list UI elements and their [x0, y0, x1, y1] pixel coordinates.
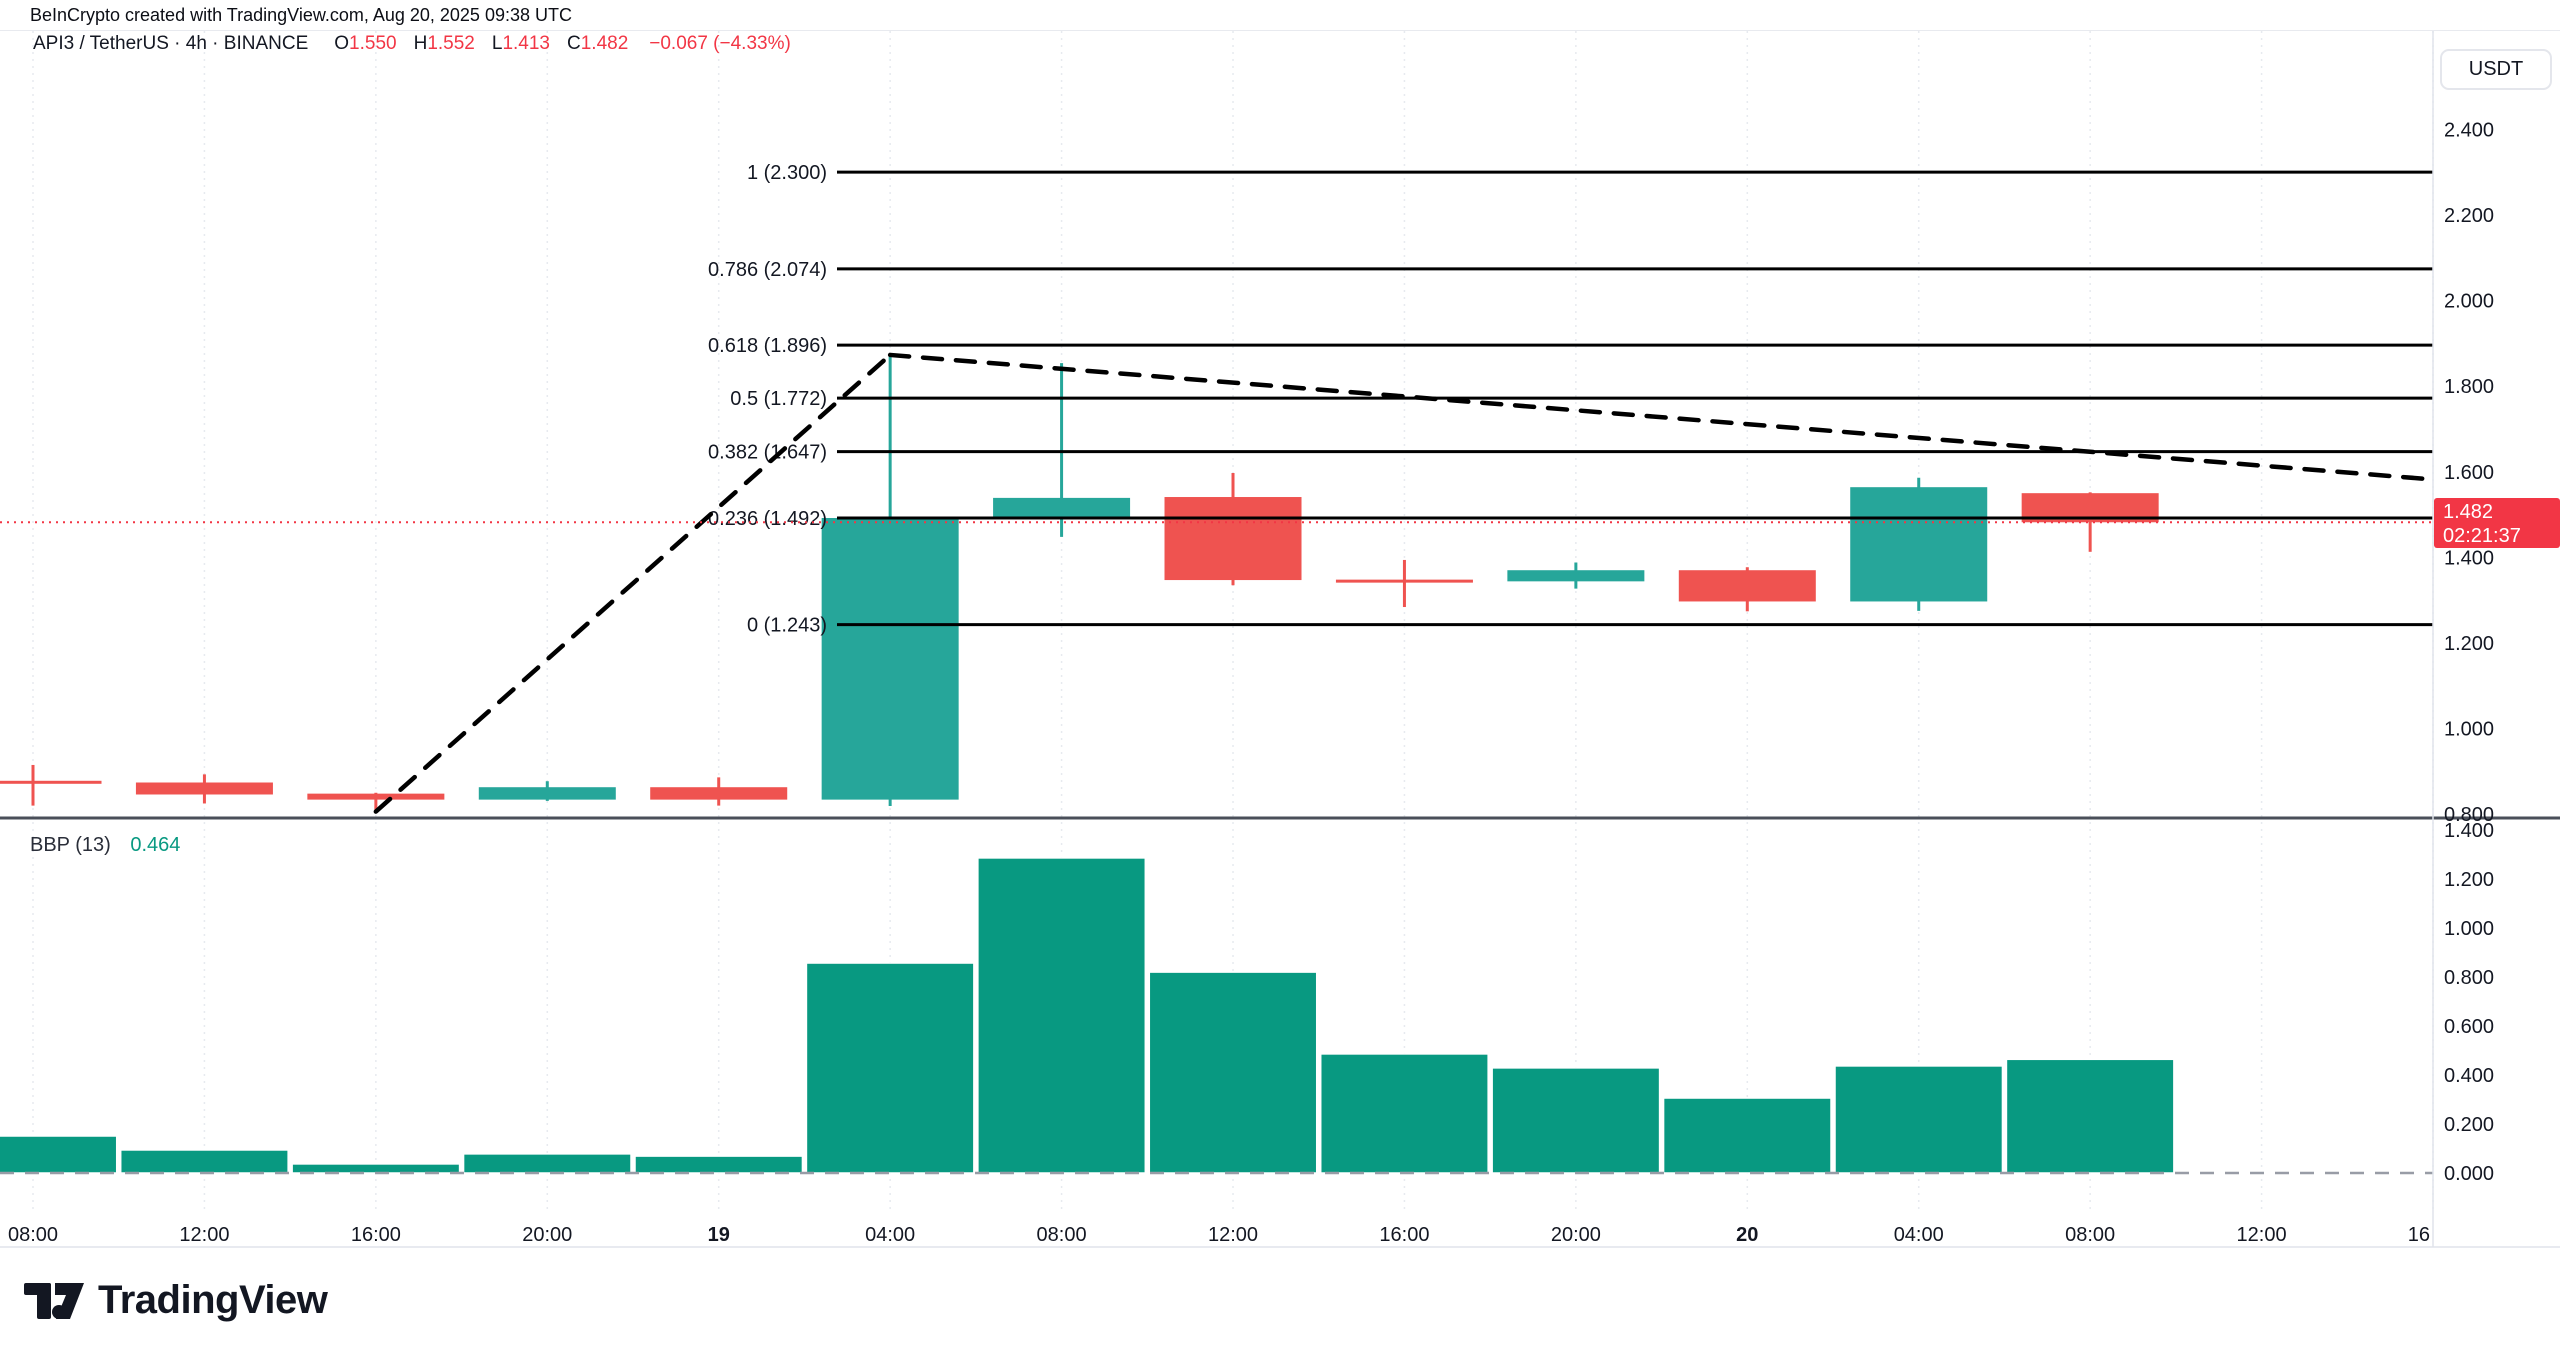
- bbp-axis-label: 1.400: [2444, 820, 2494, 842]
- time-axis-label: 08:00: [1037, 1224, 1087, 1246]
- ohlc-close: C1.482: [566, 33, 629, 54]
- price-axis-label: 1.000: [2444, 719, 2494, 741]
- price-axis-label: 2.400: [2444, 119, 2494, 141]
- time-axis-label: 04:00: [865, 1224, 915, 1246]
- price-axis-label: 1.200: [2444, 633, 2494, 655]
- price-axis-label: 1.800: [2444, 376, 2494, 398]
- time-axis-label: 20:00: [522, 1224, 572, 1246]
- chart-legend: API3 / TetherUS · 4h · BINANCE O1.550 H1…: [33, 33, 791, 55]
- time-axis-label: 04:00: [1894, 1224, 1944, 1246]
- candle[interactable]: [1164, 497, 1302, 581]
- bbp-bar[interactable]: [0, 1135, 118, 1174]
- candle[interactable]: [478, 787, 616, 800]
- tradingview-logo-icon: [24, 1282, 84, 1319]
- bbp-bar[interactable]: [291, 1163, 461, 1174]
- ohlc-open: O1.550: [334, 33, 397, 54]
- time-axis-label: 20: [1736, 1224, 1758, 1246]
- time-axis-label: 20:00: [1551, 1224, 1601, 1246]
- bbp-bar[interactable]: [2005, 1058, 2175, 1174]
- candle[interactable]: [0, 780, 102, 784]
- bbp-axis-label: 0.600: [2444, 1016, 2494, 1038]
- bbp-bar[interactable]: [1662, 1097, 1832, 1174]
- time-axis-label: 12:00: [1208, 1224, 1258, 1246]
- time-axis-label: 12:00: [179, 1224, 229, 1246]
- currency-button[interactable]: USDT: [2440, 49, 2552, 90]
- ohlc-low: L1.413: [491, 33, 550, 54]
- time-axis-label: 12:00: [2237, 1224, 2287, 1246]
- candle[interactable]: [307, 793, 445, 800]
- tradingview-logo-text: TradingView: [98, 1278, 328, 1322]
- price-axis-label: 2.000: [2444, 291, 2494, 313]
- bbp-axis-label: 0.400: [2444, 1065, 2494, 1087]
- bbp-axis-label: 1.000: [2444, 918, 2494, 940]
- price-axis-label: 2.200: [2444, 205, 2494, 227]
- indicator-name: BBP (13): [30, 834, 111, 856]
- bbp-bar[interactable]: [634, 1155, 804, 1174]
- candle[interactable]: [650, 787, 788, 800]
- bbp-axis-label: 1.200: [2444, 869, 2494, 891]
- bbp-bar[interactable]: [119, 1149, 289, 1174]
- bbp-bar[interactable]: [1834, 1065, 2004, 1174]
- fib-label: 0 (1.243): [747, 615, 827, 637]
- trendline[interactable]: [373, 352, 893, 814]
- bbp-bar[interactable]: [977, 857, 1147, 1174]
- time-axis-label: 16:00: [1379, 1224, 1429, 1246]
- fib-label: 0.786 (2.074): [708, 259, 827, 281]
- trendline[interactable]: [887, 352, 2436, 482]
- price-axis-label: 1.600: [2444, 462, 2494, 484]
- bbp-axis-label: 0.800: [2444, 967, 2494, 989]
- candle[interactable]: [993, 497, 1131, 518]
- candle[interactable]: [1850, 487, 1988, 602]
- fib-label: 0.618 (1.896): [708, 335, 827, 357]
- indicator-legend: BBP (13) 0.464: [30, 834, 180, 857]
- widget-top-border: [0, 30, 2560, 31]
- fib-label: 0.5 (1.772): [730, 388, 827, 410]
- ohlc-high: H1.552: [413, 33, 475, 54]
- bbp-bar[interactable]: [462, 1153, 632, 1174]
- candle[interactable]: [1507, 570, 1645, 582]
- candle[interactable]: [821, 518, 959, 800]
- change-text: −0.067 (−4.33%): [649, 33, 791, 54]
- time-axis-label: 16: [2408, 1224, 2430, 1246]
- candle[interactable]: [1678, 570, 1816, 602]
- time-axis-label: 16:00: [351, 1224, 401, 1246]
- tradingview-logo: TradingView: [22, 1278, 328, 1323]
- time-axis-label: 08:00: [8, 1224, 58, 1246]
- bbp-bar[interactable]: [1491, 1067, 1661, 1174]
- candle[interactable]: [1335, 579, 1473, 583]
- candle[interactable]: [135, 782, 273, 795]
- time-axis-label: 19: [708, 1224, 730, 1246]
- fib-label: 0.382 (1.647): [708, 442, 827, 464]
- attribution-text: BeInCrypto created with TradingView.com,…: [30, 5, 572, 25]
- price-axis-label: 1.400: [2444, 547, 2494, 569]
- symbol-title: API3 / TetherUS · 4h · BINANCE: [33, 33, 309, 54]
- last-price-badge[interactable]: 1.482 02:21:37: [2434, 498, 2560, 548]
- time-axis-label: 08:00: [2065, 1224, 2115, 1246]
- bbp-bar[interactable]: [1148, 971, 1318, 1174]
- price-axis-label: 0.800: [2444, 804, 2494, 826]
- bbp-bar[interactable]: [1319, 1053, 1489, 1174]
- fib-label: 1 (2.300): [747, 162, 827, 184]
- bbp-axis-label: 0.200: [2444, 1114, 2494, 1136]
- bbp-axis-label: 0.000: [2444, 1163, 2494, 1185]
- indicator-value: 0.464: [130, 834, 181, 856]
- price-countdown: 02:21:37: [2443, 525, 2521, 547]
- fib-label: 0.236 (1.492): [708, 508, 827, 530]
- bbp-bar[interactable]: [805, 962, 975, 1174]
- last-price: 1.482: [2443, 501, 2494, 523]
